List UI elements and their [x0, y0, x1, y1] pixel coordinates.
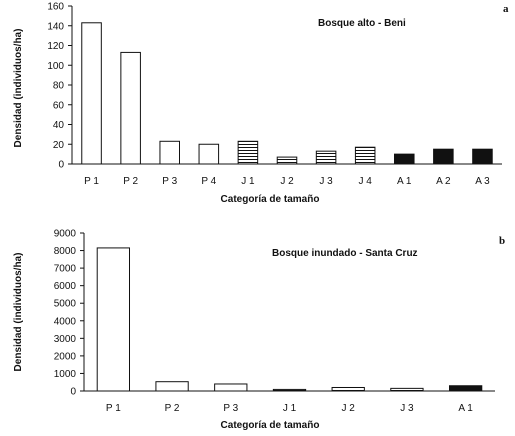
bar-b-j3 — [390, 387, 424, 392]
y-tick-label: 8000 — [54, 246, 77, 257]
y-ticks-a: 0 20 40 60 80 100 120 140 160 — [47, 2, 72, 171]
x-tick-label: P 3 — [223, 403, 238, 414]
x-axis-label-b: Categoría de tamaño — [221, 420, 320, 431]
y-tick-label: 140 — [47, 21, 64, 32]
chart-title-b: Bosque inundado - Santa Cruz — [272, 248, 418, 259]
y-tick-label: 40 — [53, 120, 65, 131]
y-tick-label: 5000 — [54, 299, 77, 310]
x-tick-label: A 2 — [436, 176, 451, 187]
x-axis-label-a: Categoría de tamaño — [221, 194, 320, 205]
x-tick-label: J 4 — [359, 176, 373, 187]
bar-a-j1 — [237, 140, 259, 165]
x-tick-label: J 3 — [319, 176, 333, 187]
x-tick-label: P 1 — [106, 403, 121, 414]
x-tick-label: J 1 — [283, 403, 297, 414]
y-tick-label: 0 — [58, 160, 64, 171]
y-tick-label: 3000 — [54, 334, 77, 345]
y-tick-label: 80 — [53, 81, 65, 92]
bar-a-a1 — [394, 153, 415, 165]
y-tick-label: 1000 — [54, 369, 77, 380]
bar-a-p4 — [198, 143, 220, 165]
y-tick-label: 2000 — [54, 351, 77, 362]
bar-b-j2 — [331, 386, 365, 392]
x-tick-label: J 1 — [241, 176, 255, 187]
bar-a-p3 — [159, 140, 180, 165]
chart-title-a: Bosque alto - Beni — [318, 18, 406, 29]
chart-panel-b: b Bosque inundado - Santa Cruz Densidad … — [13, 229, 505, 432]
y-tick-label: 9000 — [54, 229, 77, 240]
y-tick-label: 160 — [47, 2, 64, 13]
bars-b — [96, 247, 483, 392]
y-tick-label: 120 — [47, 41, 64, 52]
bar-a-j2 — [276, 156, 298, 165]
bar-b-p2 — [155, 381, 189, 392]
x-ticks-a: P 1 P 2 P 3 P 4 J 1 J 2 J 3 J 4 A 1 A 2 A 3 — [84, 176, 490, 187]
x-ticks-b: P 1 P 2 P 3 J 1 J 2 J 3 A 1 — [106, 403, 473, 414]
bar-b-p1 — [96, 247, 131, 392]
x-tick-label: P 2 — [165, 403, 180, 414]
y-tick-label: 60 — [53, 100, 65, 111]
chart-panel-a: a Bosque alto - Beni Densidad (individuo… — [13, 2, 509, 206]
bars-a — [81, 22, 493, 165]
panel-label-b: b — [499, 235, 505, 247]
x-tick-label: A 1 — [397, 176, 412, 187]
y-tick-label: 7000 — [54, 264, 77, 275]
x-tick-label: J 2 — [280, 176, 294, 187]
y-ticks-b: 0 1000 2000 3000 4000 5000 6000 7000 8000 9000 — [54, 229, 84, 398]
y-axis-label-b: Densidad (individuos/ha) — [13, 253, 24, 372]
x-tick-label: P 2 — [123, 176, 138, 187]
x-tick-label: A 3 — [475, 176, 490, 187]
x-tick-label: P 3 — [162, 176, 177, 187]
bar-a-a3 — [472, 148, 493, 165]
y-tick-label: 4000 — [54, 316, 77, 327]
bar-a-p2 — [120, 51, 141, 165]
y-tick-label: 6000 — [54, 281, 77, 292]
y-tick-label: 100 — [47, 61, 64, 72]
y-axis-label-a: Densidad (individuos/ha) — [13, 29, 24, 148]
bar-b-p3 — [214, 383, 248, 392]
bar-a-a2 — [433, 148, 454, 165]
y-tick-label: 0 — [70, 387, 76, 398]
bar-b-a1 — [448, 385, 483, 392]
bar-a-j4 — [354, 146, 376, 165]
bar-a-p1 — [81, 22, 102, 165]
y-tick-label: 20 — [53, 140, 65, 151]
x-tick-label: P 1 — [84, 176, 99, 187]
x-tick-label: A 1 — [458, 403, 473, 414]
panel-label-a: a — [503, 3, 509, 15]
x-tick-label: P 4 — [201, 176, 216, 187]
x-tick-label: J 2 — [342, 403, 356, 414]
x-tick-label: J 3 — [400, 403, 414, 414]
bar-a-j3 — [315, 150, 337, 165]
bar-b-j1 — [272, 388, 307, 392]
